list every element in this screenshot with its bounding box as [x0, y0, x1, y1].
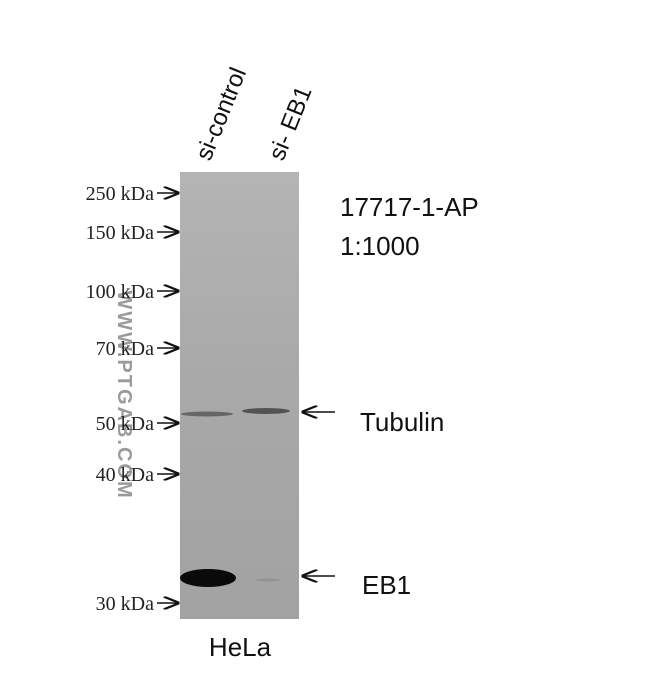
band-label: EB1 — [362, 570, 411, 600]
blot-membrane — [180, 172, 299, 619]
marker-label: 250 kDa — [86, 183, 154, 205]
cell-line: HeLa — [209, 632, 272, 662]
band — [180, 569, 236, 587]
marker-label: 50 kDa — [96, 413, 154, 435]
band-label: Tubulin — [360, 407, 444, 437]
marker-label: 150 kDa — [86, 222, 154, 244]
marker-label: 100 kDa — [86, 281, 154, 303]
lane-label: si- EB1 — [264, 82, 318, 164]
band — [242, 408, 290, 414]
marker-label: 70 kDa — [96, 338, 154, 360]
marker-label: 30 kDa — [96, 593, 154, 615]
marker-label: 40 kDa — [96, 464, 154, 486]
watermark: WWW.PTGAB.COM — [113, 290, 135, 499]
antibody-catalog: 17717-1-AP — [340, 192, 479, 222]
band — [256, 578, 280, 582]
lane-label: si-control — [191, 64, 253, 164]
band — [181, 411, 233, 417]
antibody-dilution: 1:1000 — [340, 231, 420, 261]
